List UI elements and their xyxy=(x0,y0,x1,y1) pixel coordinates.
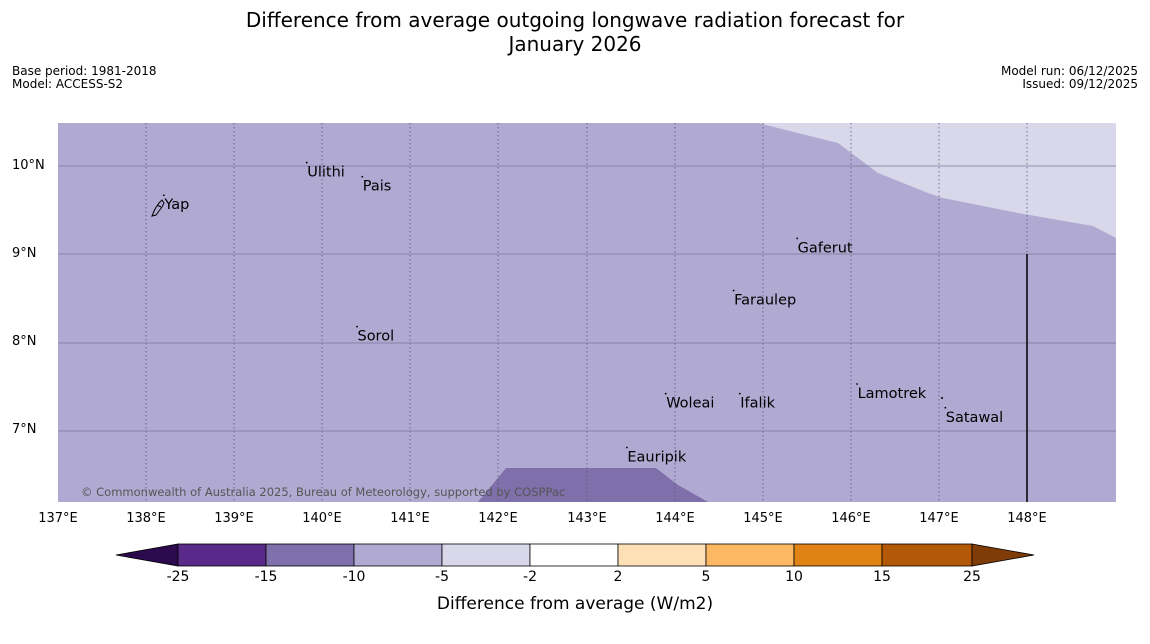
island-marker xyxy=(738,392,741,395)
island-marker xyxy=(944,406,947,409)
lat-label-10n: 10°N xyxy=(12,158,45,173)
small-island-marker xyxy=(941,397,943,399)
colorbar-label-10: 10 xyxy=(785,569,803,585)
colorbar-label-minus15: -15 xyxy=(254,569,278,585)
lon-label-141e: 141°E xyxy=(390,511,430,526)
place-label-woleai: Woleai xyxy=(666,396,714,412)
colorbar-label-minus5: -5 xyxy=(435,569,449,585)
colorbar-bin-9 xyxy=(881,543,973,567)
lon-label-137e: 137°E xyxy=(38,511,78,526)
colorbar-bin-6 xyxy=(617,543,707,567)
yap-island-outline xyxy=(151,199,165,217)
island-marker xyxy=(664,392,667,395)
colorbar-label-minus25: -25 xyxy=(166,569,190,585)
colorbar-title: Difference from average (W/m2) xyxy=(436,594,714,614)
colorbar-bin-2 xyxy=(265,543,355,567)
island-marker xyxy=(361,175,364,178)
anomaly-region-dark xyxy=(478,468,708,502)
lon-label-147e: 147°E xyxy=(919,511,959,526)
lon-label-144e: 144°E xyxy=(655,511,695,526)
lat-label-7n: 7°N xyxy=(12,422,37,437)
meta-left: Base period: 1981-2018 Model: ACCESS-S2 xyxy=(12,65,157,91)
colorbar-label-minus2: -2 xyxy=(523,569,537,585)
model-name: Model: ACCESS-S2 xyxy=(12,77,124,91)
island-marker xyxy=(856,383,858,385)
place-label-eauripik: Eauripik xyxy=(627,449,686,465)
lon-label-146e: 146°E xyxy=(831,511,871,526)
base-period: Base period: 1981-2018 xyxy=(12,64,157,78)
lat-label-9n: 9°N xyxy=(12,246,37,261)
colorbar xyxy=(115,543,1035,567)
island-marker xyxy=(162,194,165,197)
place-label-ulithi: Ulithi xyxy=(307,165,345,181)
colorbar-label-25: 25 xyxy=(963,569,981,585)
lon-label-142e: 142°E xyxy=(478,511,518,526)
lon-label-140e: 140°E xyxy=(302,511,342,526)
lon-label-138e: 138°E xyxy=(126,511,166,526)
colorbar-label-2: 2 xyxy=(613,569,623,585)
colorbar-bin-4 xyxy=(441,543,531,567)
island-marker xyxy=(356,325,358,328)
meta-right: Model run: 06/12/2025 Issued: 09/12/2025 xyxy=(1001,65,1138,91)
colorbar-label-5: 5 xyxy=(701,569,711,585)
island-marker xyxy=(732,289,735,292)
place-label-satawal: Satawal xyxy=(946,410,1003,426)
colorbar-label-minus10: -10 xyxy=(342,569,366,585)
title-line-1: Difference from average outgoing longwav… xyxy=(245,8,905,32)
colorbar-bin-1 xyxy=(177,543,267,567)
place-label-yap: Yap xyxy=(163,197,189,213)
lat-label-8n: 8°N xyxy=(12,334,37,349)
island-marker xyxy=(305,161,308,164)
place-label-ifalik: Ifalik xyxy=(740,396,775,412)
island-marker xyxy=(625,446,628,449)
lon-label-145e: 145°E xyxy=(743,511,783,526)
place-labels: Ulithi Pais Yap Gaferut Faraulep Sorol Lamotre… xyxy=(162,161,1003,465)
place-label-faraulep: Faraulep xyxy=(734,292,796,308)
model-run: Model run: 06/12/2025 xyxy=(1000,64,1138,78)
map-area[interactable]: Ulithi Pais Yap Gaferut Faraulep Sorol Lamotre… xyxy=(58,123,1116,502)
copyright-text: © Commonwealth of Australia 2025, Bureau… xyxy=(81,485,565,499)
map-title: Difference from average outgoing longwav… xyxy=(0,8,1150,56)
lon-label-139e: 139°E xyxy=(214,511,254,526)
lon-label-143e: 143°E xyxy=(567,511,607,526)
issued-date: Issued: 09/12/2025 xyxy=(1022,77,1138,91)
place-label-gaferut: Gaferut xyxy=(798,240,853,256)
colorbar-bin-5 xyxy=(529,543,619,567)
island-marker xyxy=(796,237,799,240)
place-label-lamotrek: Lamotrek xyxy=(858,386,927,402)
anomaly-region-light xyxy=(758,123,1116,238)
colorbar-extend-high xyxy=(971,543,1035,567)
lon-label-148e: 148°E xyxy=(1007,511,1047,526)
colorbar-bin-7 xyxy=(705,543,795,567)
place-label-pais: Pais xyxy=(363,179,392,195)
colorbar-bin-8 xyxy=(793,543,883,567)
place-label-sorol: Sorol xyxy=(357,329,394,345)
title-line-2: January 2026 xyxy=(508,32,642,56)
colorbar-extend-low xyxy=(115,543,179,567)
colorbar-label-15: 15 xyxy=(873,569,891,585)
colorbar-bin-3 xyxy=(353,543,443,567)
